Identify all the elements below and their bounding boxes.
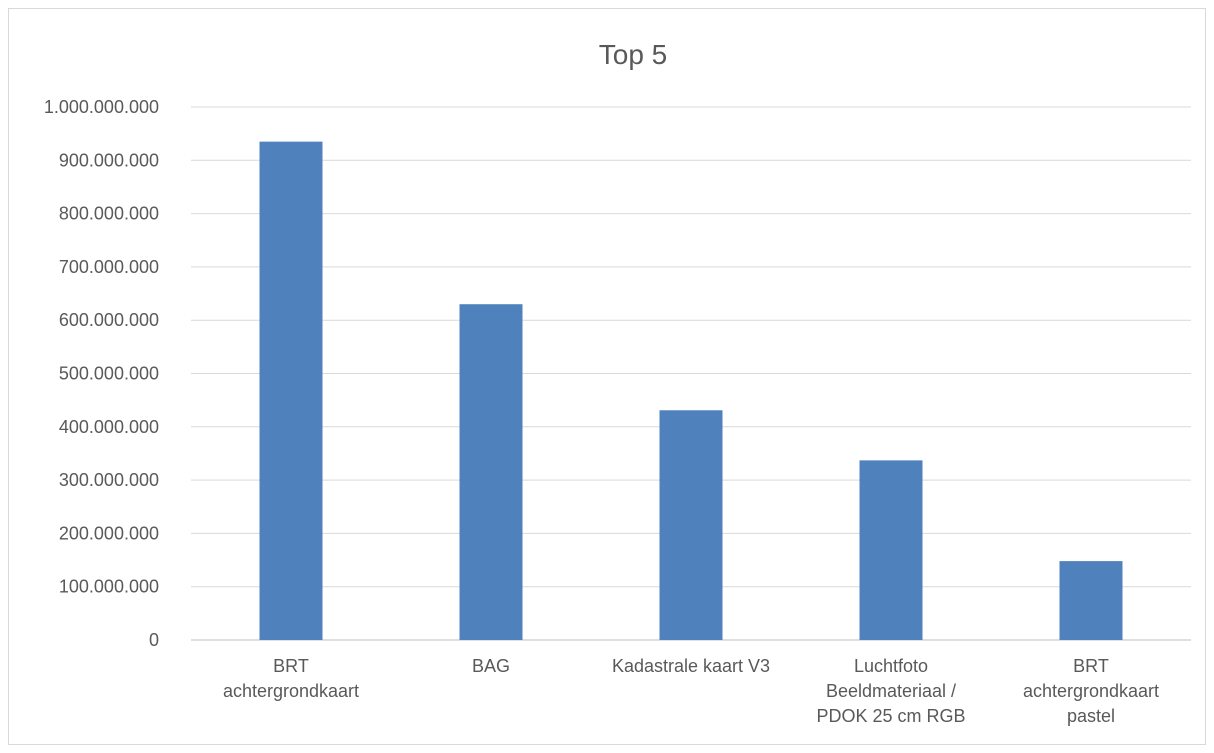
y-tick-label: 100.000.000 (59, 577, 159, 597)
y-tick-label: 600.000.000 (59, 310, 159, 330)
bar (859, 460, 923, 640)
y-tick-label: 1.000.000.000 (44, 97, 159, 117)
chart-frame: Top 5 0 100.000.000 200.000.000 300.000.000… (8, 8, 1206, 745)
x-category-label: BAG (472, 656, 510, 676)
y-tick-label: 500.000.000 (59, 364, 159, 384)
y-tick-label: 800.000.000 (59, 204, 159, 224)
bar (1059, 561, 1123, 640)
bar (459, 304, 523, 640)
x-category-label: BRT achtergrondkaart (223, 656, 359, 701)
y-axis-ticks: 0 100.000.000 200.000.000 300.000.000 400.00… (44, 97, 159, 650)
bars (259, 141, 1123, 640)
y-tick-label: 700.000.000 (59, 257, 159, 277)
bar-chart: Top 5 0 100.000.000 200.000.000 300.000.000… (44, 39, 1191, 726)
x-category-label: Luchtfoto Beeldmateriaal / PDOK 25 cm RGB (816, 656, 965, 726)
y-tick-label: 0 (149, 630, 159, 650)
x-axis-categories: BRT achtergrondkaart BAG Kadastrale kaart V… (223, 656, 1159, 726)
y-tick-label: 200.000.000 (59, 523, 159, 543)
x-category-label: BRT achtergrondkaart pastel (1023, 656, 1159, 726)
chart-title: Top 5 (599, 39, 668, 70)
bar (659, 410, 723, 640)
bar (259, 141, 323, 640)
y-tick-label: 900.000.000 (59, 150, 159, 170)
x-category-label: Kadastrale kaart V3 (612, 656, 770, 676)
y-tick-label: 400.000.000 (59, 417, 159, 437)
y-tick-label: 300.000.000 (59, 470, 159, 490)
